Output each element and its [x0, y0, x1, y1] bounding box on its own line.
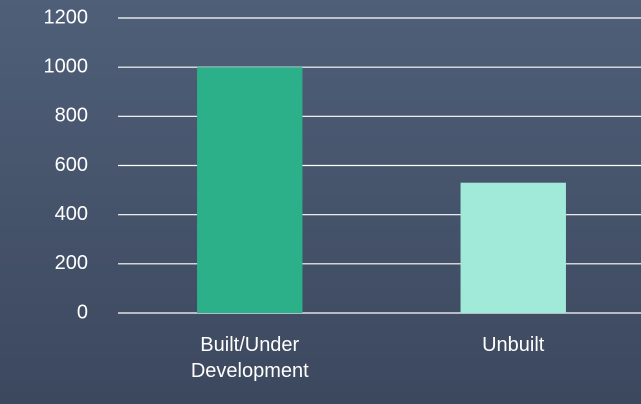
y-tick-label: 600 — [55, 154, 88, 176]
y-tick-label: 0 — [77, 301, 88, 323]
y-tick-label: 1000 — [44, 55, 89, 77]
y-tick-label: 200 — [55, 252, 88, 274]
y-tick-label: 1200 — [44, 6, 89, 28]
y-tick-label: 400 — [55, 203, 88, 225]
x-tick-label: Built/Under Development — [190, 334, 309, 382]
bar — [197, 67, 303, 314]
x-tick-label: Unbuilt — [482, 334, 545, 356]
y-tick-label: 800 — [55, 105, 88, 127]
bar — [460, 182, 566, 313]
